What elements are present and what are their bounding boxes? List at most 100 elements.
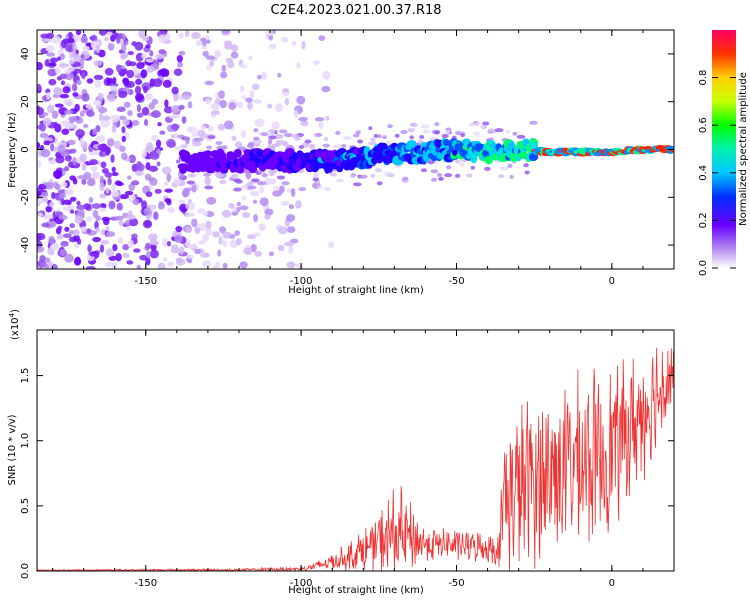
noise-cell	[155, 139, 162, 148]
band-halo-cell	[484, 166, 491, 171]
noise-cell	[121, 152, 128, 160]
snr-xtick-label: -150	[134, 578, 157, 589]
band-halo-cell	[394, 133, 400, 138]
band-halo-cell	[400, 129, 408, 134]
noise-cell	[127, 175, 132, 180]
band-halo-cell	[350, 174, 355, 179]
band-halo-cell	[232, 178, 242, 183]
band-halo-cell	[512, 131, 518, 136]
snr-xlabel: Height of straight line (km)	[288, 585, 424, 596]
band-halo-cell	[322, 143, 330, 148]
noise-cell	[219, 99, 228, 109]
noise-cell	[107, 177, 112, 186]
noise-cell	[111, 166, 116, 173]
noise-cell	[234, 230, 241, 236]
band-halo-cell	[505, 129, 510, 134]
band-halo-cell	[229, 176, 234, 181]
noise-cell	[60, 240, 69, 247]
noise-cell	[121, 126, 126, 134]
noise-cell	[99, 182, 105, 191]
noise-cell	[286, 226, 296, 233]
band-halo-cell	[455, 173, 461, 178]
noise-cell	[55, 155, 65, 164]
noise-cell	[64, 188, 75, 196]
band-halo-cell	[279, 129, 288, 134]
noise-cell	[197, 240, 206, 245]
spectrogram-ytick-label: -20	[20, 189, 31, 205]
noise-cell	[100, 239, 110, 245]
colorbar-tick-label: 0.4	[698, 165, 709, 181]
noise-cell	[49, 243, 60, 251]
noise-cell	[285, 214, 296, 222]
noise-cell	[235, 206, 241, 213]
noise-cell	[178, 199, 186, 205]
band-halo-cell	[417, 139, 424, 144]
band-halo-cell	[246, 143, 255, 148]
noise-cell	[123, 101, 131, 108]
noise-cell	[309, 143, 316, 150]
snr-xtick-label: -50	[448, 578, 464, 589]
noise-cell	[63, 98, 74, 106]
noise-cell	[43, 214, 53, 220]
noise-cell	[81, 162, 87, 171]
noise-cell	[212, 231, 220, 238]
noise-cell	[322, 70, 331, 80]
noise-cell	[79, 153, 87, 162]
noise-cell	[222, 262, 228, 269]
noise-cell	[86, 228, 92, 234]
noise-cell	[152, 78, 163, 88]
band-halo-cell	[427, 160, 435, 165]
noise-cell	[205, 55, 216, 60]
noise-cell	[218, 236, 223, 245]
noise-cell	[104, 36, 109, 42]
echo-cell	[336, 164, 344, 173]
snr-series-line	[37, 347, 674, 571]
noise-cell	[106, 138, 115, 147]
noise-cell	[204, 80, 215, 86]
noise-cell	[37, 124, 44, 130]
noise-cell	[205, 65, 212, 70]
noise-cell	[64, 154, 72, 162]
band-halo-cell	[433, 130, 440, 135]
noise-cell	[131, 120, 140, 127]
noise-cell	[116, 34, 121, 44]
noise-cell	[230, 44, 239, 52]
noise-cell	[191, 218, 198, 228]
noise-cell	[69, 148, 77, 154]
echo-cell	[406, 139, 418, 150]
noise-cell	[300, 120, 309, 127]
noise-cell	[185, 203, 190, 209]
noise-cell	[138, 30, 146, 39]
colorbar-tick-label: 0.8	[698, 70, 709, 86]
band-halo-cell	[283, 133, 293, 138]
noise-cell	[236, 201, 241, 207]
spectrogram-ticks: -150 -100 -50 0 -40 -20 0 20 40	[20, 30, 675, 287]
noise-cell	[48, 159, 57, 165]
band-halo-cell	[368, 126, 373, 131]
noise-cell	[301, 40, 306, 50]
noise-cell	[318, 120, 324, 130]
noise-cell	[290, 188, 296, 197]
snr-ytick-label: 1.5	[20, 368, 31, 384]
noise-cell	[127, 51, 134, 56]
noise-cell	[133, 248, 141, 253]
noise-cell	[277, 244, 285, 252]
band-halo-cell	[436, 172, 443, 177]
noise-cell	[45, 45, 55, 52]
noise-cell	[73, 53, 81, 63]
band-halo-cell	[240, 185, 248, 190]
band-halo-cell	[272, 185, 280, 190]
noise-cell	[64, 69, 72, 74]
colorbar-tick-label: 0.2	[698, 212, 709, 228]
noise-cell	[91, 34, 98, 43]
noise-cell	[128, 61, 137, 67]
noise-cell	[202, 44, 207, 50]
noise-cell	[243, 247, 253, 255]
noise-cell	[51, 110, 59, 119]
noise-cell	[181, 116, 187, 124]
noise-cell	[148, 176, 155, 182]
band-halo-cell	[382, 135, 387, 140]
noise-cell	[121, 135, 126, 143]
noise-cell	[164, 188, 174, 193]
noise-cell	[46, 52, 56, 57]
